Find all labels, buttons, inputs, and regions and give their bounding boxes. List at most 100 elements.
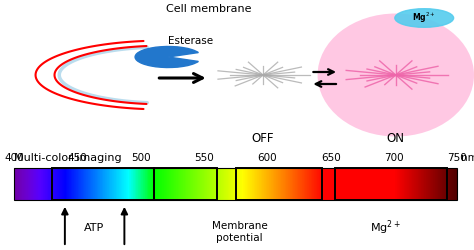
Bar [396, 168, 397, 200]
Bar [163, 168, 164, 200]
Bar [211, 168, 212, 200]
Bar [286, 168, 287, 200]
Bar [436, 168, 437, 200]
Bar [64, 168, 65, 200]
Bar [102, 168, 103, 200]
Bar [268, 168, 269, 200]
Text: 450: 450 [68, 153, 87, 163]
Bar [138, 168, 139, 200]
Bar [44, 168, 45, 200]
Bar [248, 168, 249, 200]
Bar [82, 168, 83, 200]
Bar [100, 168, 101, 200]
Bar [277, 168, 278, 200]
Bar [170, 168, 171, 200]
Bar [93, 168, 94, 200]
Bar [94, 168, 95, 200]
Bar [349, 168, 350, 200]
Bar [372, 168, 373, 200]
Bar [317, 168, 318, 200]
Bar [190, 168, 191, 200]
Bar [420, 168, 421, 200]
Bar [184, 168, 185, 200]
Bar [342, 168, 343, 200]
Bar [256, 168, 257, 200]
Bar [391, 168, 392, 200]
Bar [145, 168, 146, 200]
Bar [36, 168, 37, 200]
Bar [403, 168, 404, 200]
Bar [333, 168, 334, 200]
Bar [365, 168, 366, 200]
Bar [423, 168, 424, 200]
Bar [112, 168, 113, 200]
Bar [362, 168, 363, 200]
Bar [369, 168, 370, 200]
Bar [259, 168, 260, 200]
Bar [115, 168, 116, 200]
Bar [254, 168, 255, 200]
Bar [321, 168, 322, 200]
Bar [154, 168, 217, 200]
Bar [429, 168, 430, 200]
Bar [221, 168, 222, 200]
Bar [450, 168, 451, 200]
Bar [78, 168, 79, 200]
Bar [389, 168, 390, 200]
Bar [149, 168, 150, 200]
Bar [387, 168, 388, 200]
Bar [444, 168, 445, 200]
Bar [301, 168, 302, 200]
Bar [411, 168, 412, 200]
Bar [87, 168, 88, 200]
Bar [354, 168, 355, 200]
Bar [371, 168, 372, 200]
Bar [96, 168, 97, 200]
Bar [201, 168, 202, 200]
Bar [453, 168, 454, 200]
Bar [92, 168, 93, 200]
Bar [189, 168, 190, 200]
Bar [23, 168, 24, 200]
Bar [17, 168, 18, 200]
Bar [280, 168, 281, 200]
Circle shape [395, 9, 454, 27]
Bar [67, 168, 68, 200]
Bar [179, 168, 180, 200]
Bar [325, 168, 326, 200]
Bar [68, 168, 69, 200]
Bar [323, 168, 324, 200]
Bar [409, 168, 410, 200]
Bar [225, 168, 226, 200]
Bar [147, 168, 148, 200]
Bar [120, 168, 121, 200]
Bar [101, 168, 102, 200]
Bar [66, 168, 67, 200]
Bar [70, 168, 71, 200]
Bar [134, 168, 135, 200]
Bar [192, 168, 193, 200]
Bar [79, 168, 80, 200]
Bar [438, 168, 439, 200]
Bar [433, 168, 434, 200]
Bar [71, 168, 72, 200]
Bar [207, 168, 208, 200]
Bar [275, 168, 276, 200]
Bar [198, 168, 199, 200]
Bar [282, 168, 283, 200]
Bar [260, 168, 261, 200]
Bar [236, 168, 322, 200]
Bar [52, 168, 154, 200]
Bar [208, 168, 209, 200]
Bar [202, 168, 203, 200]
Bar [14, 168, 15, 200]
Bar [383, 168, 384, 200]
Bar [338, 168, 339, 200]
Bar [127, 168, 128, 200]
Bar [121, 168, 122, 200]
Bar [188, 168, 189, 200]
Bar [157, 168, 158, 200]
Bar [220, 168, 221, 200]
Bar [335, 168, 336, 200]
Bar [140, 168, 141, 200]
